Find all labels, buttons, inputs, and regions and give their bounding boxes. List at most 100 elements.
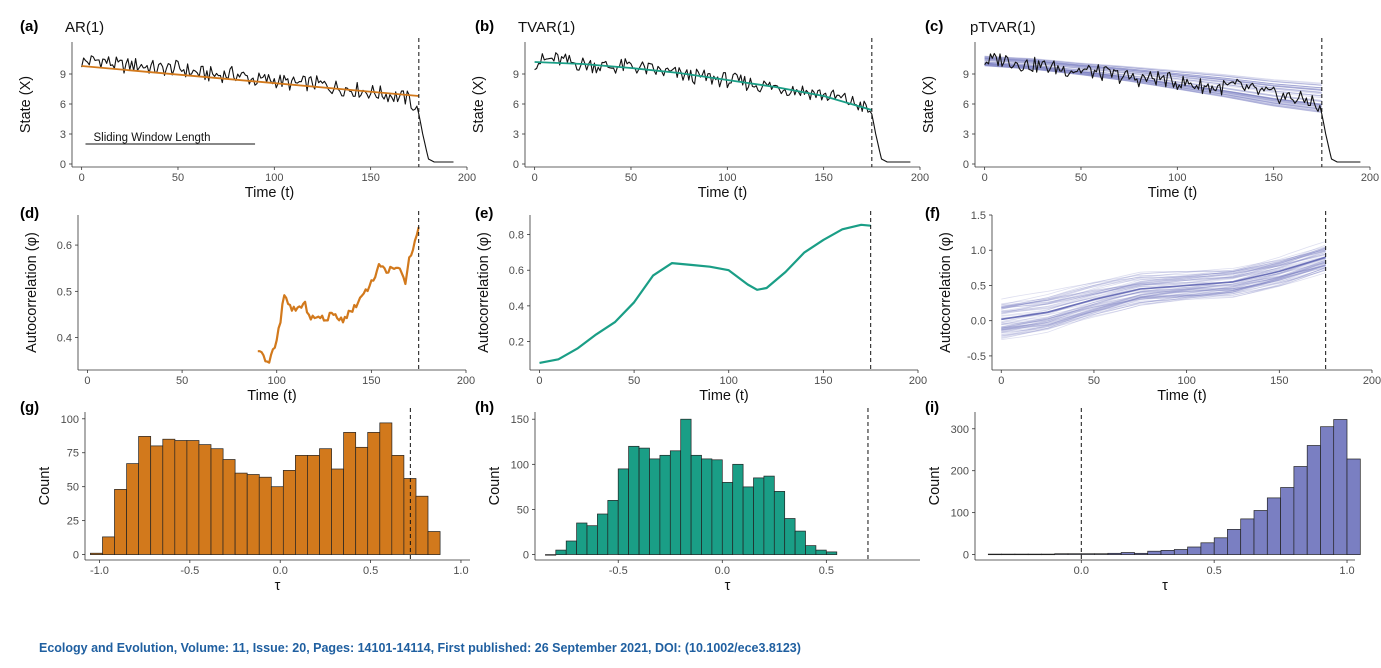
histogram-bar: [721, 482, 734, 555]
x-tick-label: 100: [718, 172, 736, 184]
posterior-draw-line: [984, 58, 1322, 91]
posterior-draw-line: [1001, 266, 1326, 331]
histogram-bar: [270, 486, 284, 555]
posterior-draw-line: [1001, 269, 1326, 339]
posterior-draw-line: [1001, 264, 1326, 328]
posterior-draw-line: [984, 57, 1322, 89]
posterior-draw-line: [1001, 265, 1326, 329]
posterior-draw-line: [1001, 260, 1326, 325]
posterior-draw-line: [1001, 250, 1326, 315]
histogram-bar: [114, 489, 127, 555]
histogram-bar: [1041, 553, 1056, 556]
x-axis-title: Time (t): [699, 388, 748, 404]
x-tick-label: 200: [457, 375, 475, 387]
panel-a: (a) AR(1) 0 50 100 150 200 0 3 6 9 Time (t) State (X…: [18, 18, 476, 201]
panel-title-b: TVAR(1): [518, 19, 575, 36]
posterior-draw-line: [1001, 257, 1326, 320]
posterior-draw-line: [984, 58, 1322, 91]
x-axis-title: Time (t): [247, 388, 296, 404]
y-tick-label: 9: [963, 69, 969, 81]
histogram-bar: [1213, 537, 1228, 555]
posterior-draw-line: [1001, 267, 1326, 337]
posterior-draw-line: [1001, 265, 1326, 329]
histogram-bar: [210, 448, 224, 555]
histogram-bar: [1014, 553, 1029, 556]
posterior-draw-line: [1001, 251, 1326, 312]
histogram-bar: [1253, 510, 1268, 555]
histogram-bar: [126, 463, 140, 555]
posterior-draw-line: [1001, 249, 1326, 307]
posterior-draw-line: [984, 57, 1322, 91]
posterior-draw-line: [1001, 268, 1326, 334]
x-tick-label: 1.0: [453, 565, 468, 577]
histogram-bar: [773, 491, 786, 555]
posterior-draw-line: [984, 57, 1322, 91]
histogram-bar: [331, 468, 344, 555]
histogram-bar: [545, 554, 557, 556]
x-tick-label: 150: [361, 172, 379, 184]
y-tick-label: 3: [963, 129, 969, 141]
histogram-bar: [576, 522, 588, 555]
panel-tag-b: (b): [475, 18, 494, 35]
posterior-draw-line: [1001, 247, 1326, 310]
histogram-bar: [1107, 552, 1122, 555]
y-tick-label: 0: [523, 550, 529, 562]
histogram-bar: [1134, 552, 1149, 555]
posterior-draw-line: [984, 64, 1322, 110]
posterior-draw-line: [1001, 247, 1326, 307]
fit-line: [534, 61, 873, 111]
posterior-draw-line: [1001, 263, 1326, 331]
posterior-draw-line: [984, 64, 1322, 109]
y-tick-label: 300: [951, 424, 969, 436]
posterior-draw-line: [1001, 267, 1326, 333]
posterior-draw-line: [984, 64, 1322, 110]
posterior-draw-line: [984, 55, 1322, 84]
y-axis-title: State (X): [471, 76, 487, 133]
y-axis-title: Count: [487, 467, 503, 506]
histogram-bar: [427, 531, 441, 555]
histogram-bar: [701, 458, 713, 555]
posterior-draw-line: [984, 65, 1322, 113]
y-tick-label: 0.6: [509, 265, 524, 277]
x-tick-label: 100: [1168, 172, 1186, 184]
histogram-bar: [258, 476, 272, 555]
histogram-bar: [234, 472, 248, 555]
posterior-draw-line: [1001, 265, 1326, 333]
histogram-bar: [1173, 549, 1188, 555]
posterior-draw-line: [984, 56, 1322, 86]
posterior-draw-line: [984, 57, 1322, 89]
y-tick-label: 0: [73, 550, 79, 562]
posterior-draw-line: [1001, 272, 1326, 340]
histogram-bar: [1001, 553, 1016, 556]
histogram-bar: [307, 455, 320, 555]
histogram-bar: [680, 418, 692, 555]
posterior-draw-line: [984, 59, 1322, 97]
posterior-draw-line: [984, 57, 1322, 89]
y-tick-label: 0.6: [57, 240, 72, 252]
histogram-bar: [987, 553, 1002, 556]
y-tick-label: 0: [513, 159, 519, 171]
posterior-draw-line: [984, 57, 1322, 89]
histogram-bar: [732, 463, 744, 555]
histogram-bar: [742, 486, 754, 555]
histogram-bar: [1094, 553, 1109, 555]
x-tick-label: -0.5: [609, 565, 628, 577]
panel-g: (g) -1.0 -0.5 0.0 0.5 1.0 0 25 50 75 100 τ Count: [20, 399, 470, 594]
x-tick-label: 100: [265, 172, 283, 184]
posterior-draw-line: [984, 56, 1322, 86]
histogram-bar: [1280, 487, 1295, 555]
state-line: [984, 52, 1361, 163]
y-tick-label: 25: [67, 516, 79, 528]
x-tick-label: 100: [268, 375, 286, 387]
x-tick-label: 0: [536, 375, 542, 387]
posterior-draw-line: [984, 60, 1322, 99]
posterior-draw-line: [1001, 250, 1326, 308]
y-tick-label: 50: [67, 482, 79, 494]
y-tick-label: 0.5: [57, 286, 72, 298]
histogram-bar: [1067, 553, 1082, 555]
x-tick-label: 0.0: [1074, 565, 1089, 577]
histogram-bar: [1160, 550, 1175, 555]
histogram-bar: [90, 552, 103, 555]
histogram-bar: [586, 525, 598, 555]
autocorrelation-line: [539, 223, 871, 364]
